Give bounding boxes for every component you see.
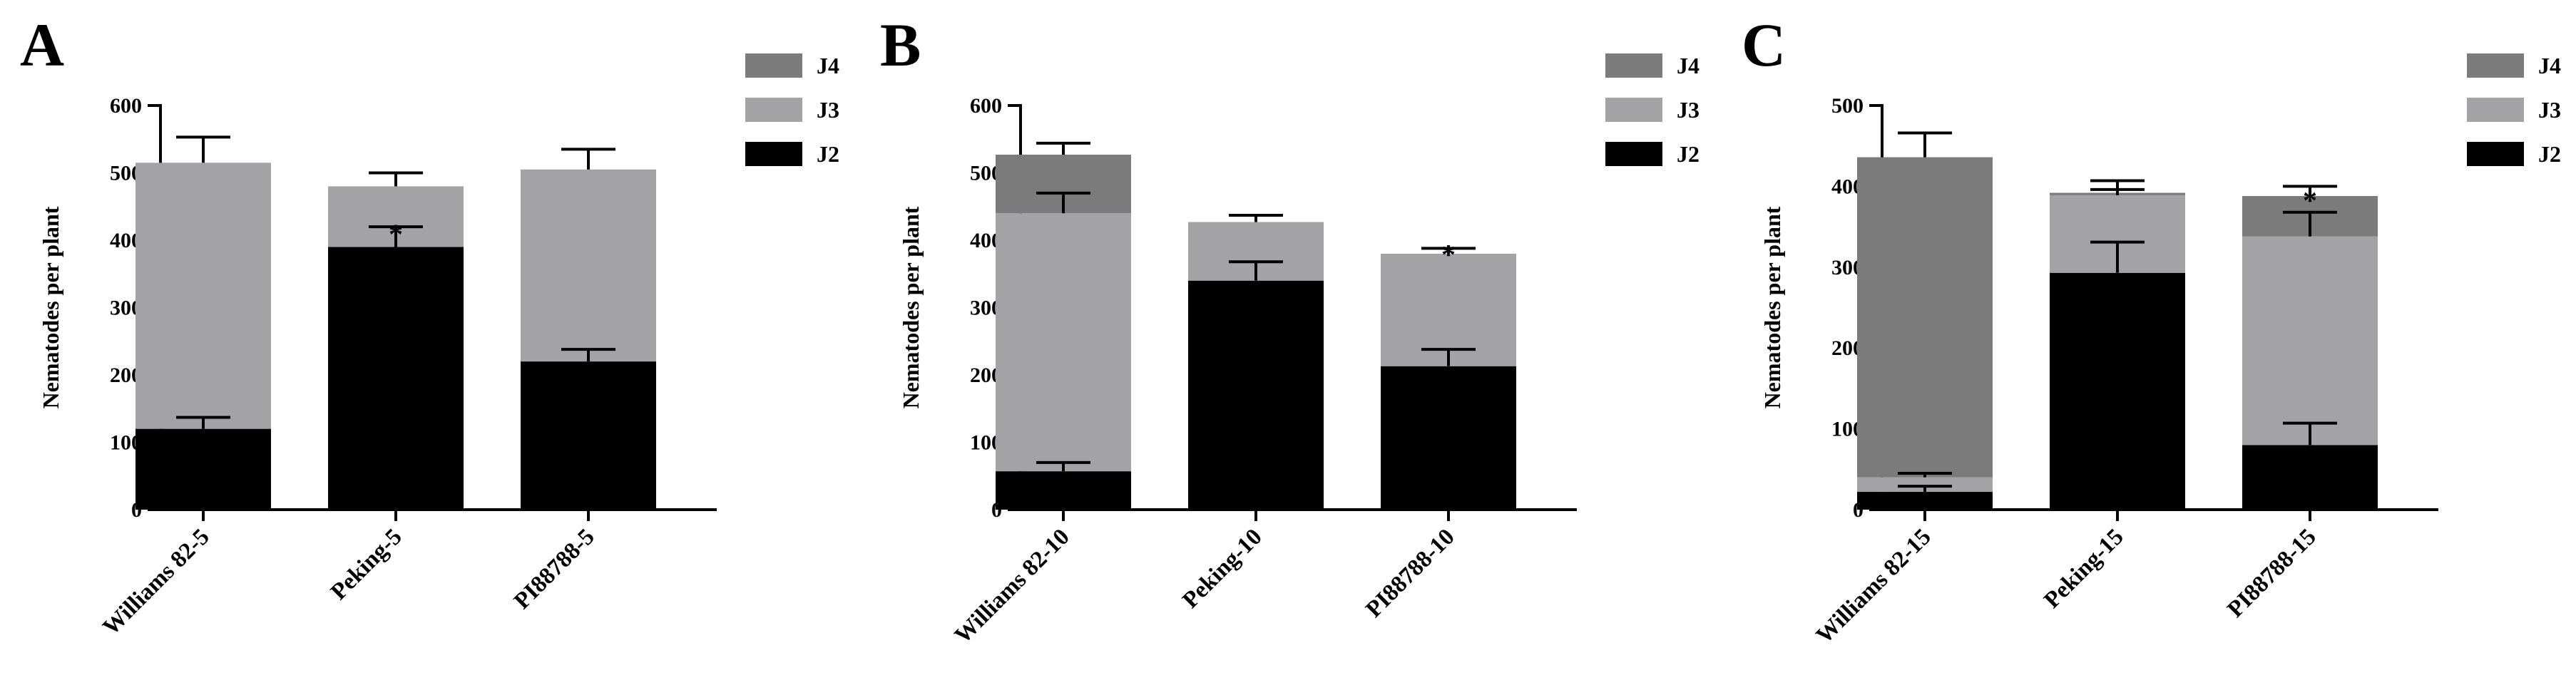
legend-swatch-j2 [1605,142,1662,166]
legend-label-j3: J3 [1677,97,1700,123]
legend-swatch-j3 [745,98,802,122]
bar-j3 [996,213,1131,472]
legend-label-j3: J3 [2538,97,2561,123]
legend-label-j2: J2 [817,141,839,167]
legend-swatch-j3 [1605,98,1662,122]
panel-label: B [880,11,921,79]
bar-j2 [1188,280,1324,510]
significance-asterisk: * [2303,184,2317,216]
bar-j2 [328,247,464,510]
category-label: Peking-10 [1177,524,1267,613]
legend-swatch-j4 [1605,53,1662,78]
category-label: PI88788-5 [509,524,600,614]
significance-asterisk: * [389,218,403,250]
bar-j2 [1857,492,1993,510]
significance-asterisk: * [1441,238,1456,270]
category-label: Peking-15 [2039,524,2128,613]
legend-label-j2: J2 [1677,141,1700,167]
y-axis-title: Nematodes per plant [38,206,63,408]
category-label: Williams 82-10 [950,524,1075,649]
legend-label-j4: J4 [2538,53,2561,78]
category-label: PI88788-10 [1361,524,1459,622]
legend-label-j4: J4 [817,53,839,78]
bar-j3 [2242,236,2378,446]
bar-j2 [996,471,1131,510]
bar-j2 [521,361,656,510]
bar-j3 [521,169,656,362]
panel-label: A [20,11,64,79]
legend-label-j2: J2 [2538,141,2561,167]
legend-swatch-j3 [2467,98,2524,122]
bar-j2 [2050,272,2185,510]
bar-j2 [1381,366,1516,510]
bar-j4 [1857,157,1993,478]
y-axis-title: Nematodes per plant [1759,206,1785,408]
bar-j2 [136,428,271,510]
y-tick-label: 600 [970,94,1002,118]
category-label: Williams 82-15 [1811,524,1936,649]
category-label: PI88788-15 [2222,524,2321,622]
y-tick-label: 500 [1831,94,1864,118]
category-label: Williams 82-5 [98,524,215,640]
y-axis-title: Nematodes per plant [898,206,924,408]
panel-label: C [1742,11,1786,79]
bar-j3 [1857,477,1993,493]
category-label: Peking-5 [326,524,407,605]
legend-label-j4: J4 [1677,53,1700,78]
legend-swatch-j4 [2467,53,2524,78]
bar-j3 [1381,253,1516,366]
bar-j2 [2242,445,2378,510]
bar-j3 [136,163,271,429]
legend-swatch-j2 [745,142,802,166]
legend-swatch-j4 [745,53,802,78]
legend-label-j3: J3 [817,97,839,123]
y-tick-label: 600 [110,94,142,118]
legend-swatch-j2 [2467,142,2524,166]
